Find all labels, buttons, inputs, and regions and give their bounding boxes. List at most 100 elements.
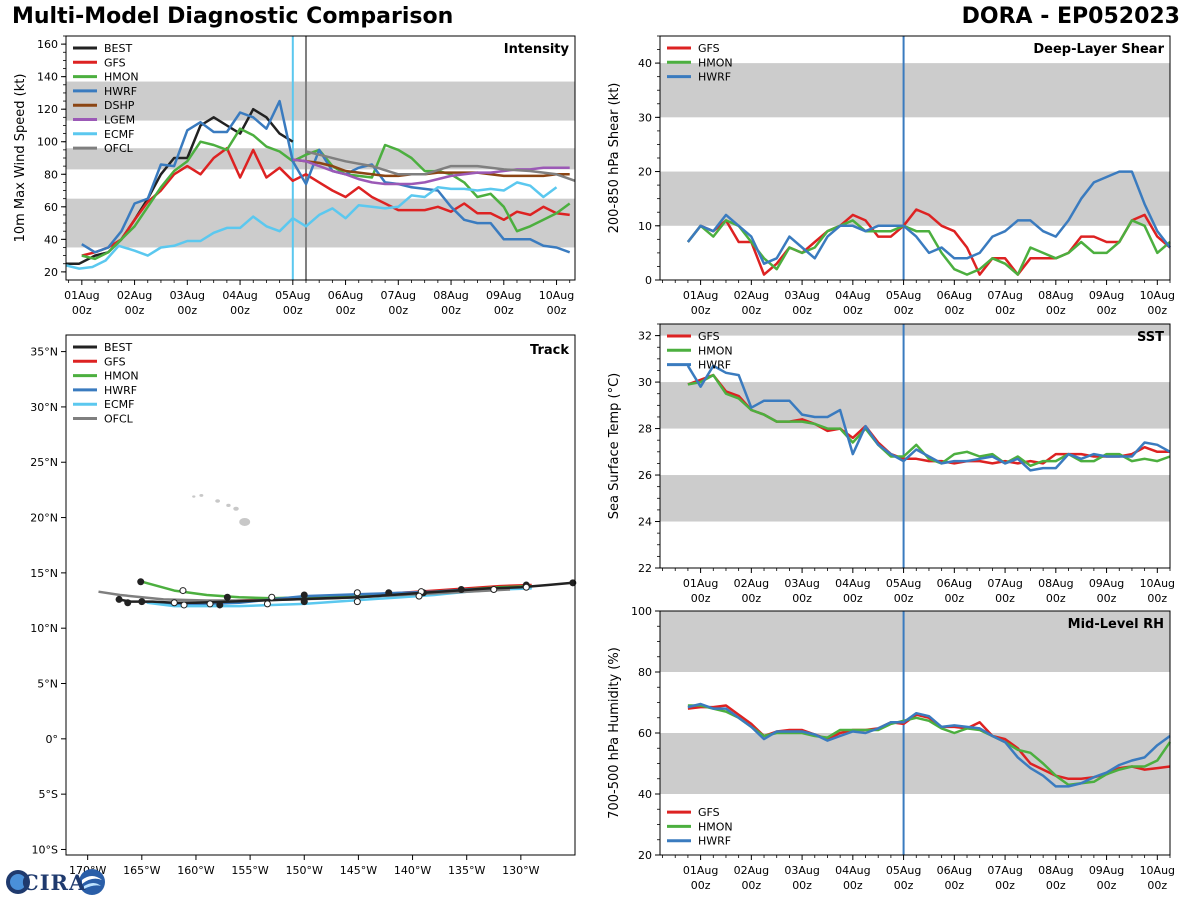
shear-xtick-label: 08Aug [1038,289,1073,302]
legend-label-best: BEST [104,341,132,354]
track-forecast-point [170,599,178,607]
sst-title: SST [1137,330,1164,345]
sst-xtick-label: 08Aug [1038,577,1073,590]
rh-xtick-sublabel: 00z [995,879,1015,892]
rh-xtick-label: 09Aug [1089,864,1124,877]
shear-xtick-label: 10Aug [1140,289,1175,302]
intensity-xtick-label: 03Aug [170,289,205,302]
shear-xtick-sublabel: 00z [741,304,761,317]
legend-label-lgem: LGEM [104,114,135,127]
rh-ytick-label: 80 [638,666,652,679]
track-panel: 170°W165°W160°W155°W150°W145°W140°W135°W… [30,334,577,877]
track-xtick-label: 140°W [394,864,431,877]
shear-xtick-sublabel: 00z [843,304,863,317]
shear-band [660,63,1170,118]
rh-band [660,733,1170,794]
track-forecast-point [179,587,187,595]
cira-logo-icon [6,869,105,895]
shear-ytick-label: 10 [638,220,652,233]
rh-panel: 01Aug 00z 02Aug 00z 03Aug 00z 04Aug 00z 05Aug 00z… [607,605,1175,892]
legend-label-hwrf: HWRF [698,835,731,848]
track-title: Track [530,343,569,358]
sst-band [660,475,1170,522]
intensity-xtick-sublabel: 00z [230,304,250,317]
intensity-ytick-label: 120 [37,103,58,116]
track-ytick-label: 35°N [30,346,58,359]
track-forecast-point [206,600,214,608]
sst-xtick-label: 10Aug [1140,577,1175,590]
track-xtick-label: 165°W [123,864,160,877]
rh-xtick-label: 05Aug [886,864,921,877]
intensity-xtick-label: 06Aug [328,289,363,302]
track-xtick-label: 155°W [231,864,268,877]
legend-label-gfs: GFS [698,42,720,55]
intensity-band [66,81,575,121]
intensity-ytick-label: 160 [37,38,58,51]
intensity-ytick-label: 140 [37,71,58,84]
legend-label-gfs: GFS [698,330,720,343]
sst-xtick-label: 05Aug [886,577,921,590]
rh-ytick-label: 20 [638,849,652,862]
intensity-ytick-label: 20 [44,266,58,279]
sst-xtick-sublabel: 00z [1147,592,1167,605]
legend-label-hwrf: HWRF [698,71,731,84]
island [215,499,221,503]
legend-label-hmon: HMON [698,344,733,357]
shear-title: Deep-Layer Shear [1033,42,1164,57]
track-xtick-label: 130°W [502,864,539,877]
track-forecast-point [522,583,530,591]
sst-xtick-sublabel: 00z [691,592,711,605]
shear-ytick-label: 20 [638,166,652,179]
rh-xtick-label: 04Aug [835,864,870,877]
track-best-point [300,598,308,606]
shear-ytick-label: 40 [638,57,652,70]
intensity-xtick-sublabel: 00z [283,304,303,317]
sst-ytick-label: 22 [638,562,652,575]
legend-label-hwrf: HWRF [104,384,137,397]
shear-ytick-label: 0 [645,274,652,287]
sst-band [660,324,1170,336]
track-forecast-point [490,585,498,593]
intensity-ytick-label: 80 [44,168,58,181]
intensity-xtick-sublabel: 00z [494,304,514,317]
sst-xtick-sublabel: 00z [843,592,863,605]
legend-label-hwrf: HWRF [104,85,137,98]
rh-band [660,611,1170,672]
shear-xtick-label: 01Aug [683,289,718,302]
shear-xtick-sublabel: 00z [792,304,812,317]
rh-frame [659,610,1171,856]
sst-ytick-label: 32 [638,330,652,343]
track-forecast-point [180,601,188,609]
shear-xtick-sublabel: 00z [1097,304,1117,317]
track-ytick-label: 5°N [37,678,58,691]
shear-xtick-label: 09Aug [1089,289,1124,302]
intensity-xtick-label: 01Aug [64,289,99,302]
rh-ytick-label: 100 [631,605,652,618]
shear-xtick-sublabel: 00z [894,304,914,317]
track-best-point [115,595,123,603]
legend-label-hmon: HMON [104,71,139,84]
rh-xtick-label: 08Aug [1038,864,1073,877]
intensity-xtick-label: 05Aug [275,289,310,302]
rh-xtick-label: 10Aug [1140,864,1175,877]
intensity-ytick-label: 100 [37,136,58,149]
intensity-xtick-label: 08Aug [433,289,468,302]
sst-ytick-label: 28 [638,423,652,436]
storm-id: DORA - EP052023 [961,4,1180,29]
cira-logo-text: CIRA [22,870,87,895]
sst-xtick-sublabel: 00z [792,592,812,605]
sst-xtick-label: 07Aug [987,577,1022,590]
shear-series-hwrf [686,170,1171,265]
intensity-ylabel: 10m Max Wind Speed (kt) [13,74,28,243]
rh-xtick-label: 07Aug [987,864,1022,877]
shear-xtick-label: 06Aug [937,289,972,302]
rh-xtick-sublabel: 00z [1147,879,1167,892]
intensity-xtick-sublabel: 00z [177,304,197,317]
rh-xtick-label: 06Aug [937,864,972,877]
sst-panel: 01Aug 00z 02Aug 00z 03Aug 00z 04Aug 00z 05Aug 00z… [607,323,1175,605]
shear-panel: 01Aug 00z 02Aug 00z 03Aug 00z 04Aug 00z 05Aug 00z… [607,35,1175,317]
